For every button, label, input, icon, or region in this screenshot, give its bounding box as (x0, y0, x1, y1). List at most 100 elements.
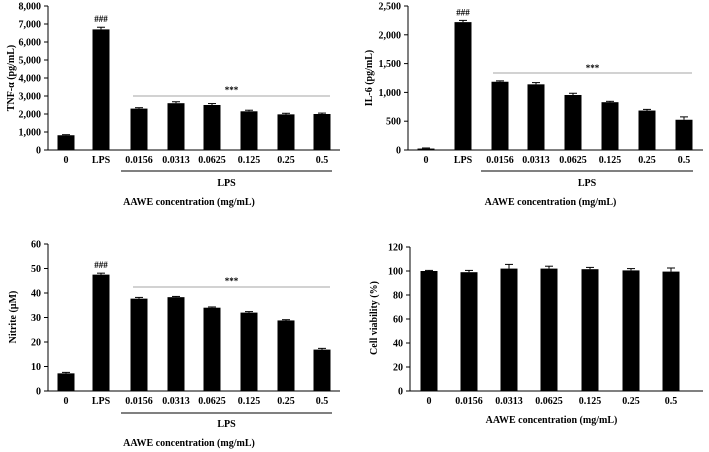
il6-bar (491, 81, 509, 150)
tnf-bar (57, 135, 75, 150)
nitrite-y-tick-label: 10 (31, 362, 41, 373)
il6-bar (564, 94, 582, 150)
tnf-bar (277, 114, 295, 150)
nitrite-y-tick-label: 40 (31, 289, 41, 300)
il6-y-tick-label: 500 (386, 117, 401, 128)
viability-bar (581, 269, 599, 391)
nitrite-x-tick-label: 0.0313 (162, 396, 190, 407)
nitrite-group-label: LPS (217, 419, 236, 430)
tnf-y-label: TNF-α (pg/mL) (6, 45, 17, 111)
il6-y-tick-label: 2,000 (379, 30, 402, 41)
il6-y-tick-label: 1,000 (379, 88, 402, 99)
nitrite-x-tick-label: 0.125 (238, 396, 261, 407)
viability-x-tick-label: 0.0313 (495, 396, 523, 407)
tnf-y-tick-label: 2,000 (19, 110, 42, 121)
tnf-x-tick-label: 0.0156 (125, 155, 153, 166)
nitrite-bar (130, 298, 148, 391)
il6-x-label: AAWE concentration (mg/mL) (485, 197, 617, 208)
il6-bars (417, 19, 693, 151)
tnf-x-tick-label: 0 (64, 155, 69, 166)
tnf-x-tick-label: LPS (92, 155, 111, 166)
nitrite-x-tick-label: 0 (64, 396, 69, 407)
nitrite-x-tick-label: 0.0156 (125, 396, 153, 407)
nitrite-x-tick-label: 0.25 (277, 396, 295, 407)
il6-x-tick-label: 0 (424, 155, 429, 166)
tnf-bar (313, 114, 331, 150)
nitrite-x-ticks: 0 LPS 0.0156 0.0313 0.0625 0.125 0.25 0.5 (64, 396, 329, 407)
nitrite-y-tick-label: 60 (31, 240, 41, 251)
nitrite-x-tick-label: LPS (92, 396, 111, 407)
il6-y-label: IL-6 (pg/mL) (364, 50, 375, 106)
tnf-bar (130, 108, 148, 150)
viability-y-label: Cell viability (%) (369, 281, 380, 355)
nitrite-bar (240, 312, 258, 391)
tnf-y-tick-label: 0 (36, 146, 41, 157)
il6-bar (675, 119, 693, 150)
nitrite-bar (92, 274, 110, 391)
il6-x-tick-label: 0.0156 (486, 155, 514, 166)
il6-y-tick-label: 0 (396, 146, 401, 157)
viability-y-tick-label: 80 (393, 291, 403, 302)
tnf-x-tick-label: 0.125 (238, 155, 261, 166)
tnf-hash-marker: ### (94, 14, 108, 24)
viability-panel: Cell viability (%) 0 20 40 60 80 100 120 0 0.01… (369, 243, 703, 426)
viability-x-tick-label: 0.125 (579, 396, 602, 407)
il6-x-tick-label: 0.125 (599, 155, 622, 166)
tnf-x-tick-label: 0.5 (316, 155, 329, 166)
nitrite-y-tick-label: 50 (31, 264, 41, 275)
viability-bar (622, 270, 640, 391)
tnf-bars (57, 26, 331, 150)
tnf-y-tick-label: 6,000 (19, 38, 42, 49)
nitrite-y-tick-label: 20 (31, 338, 41, 349)
tnf-y-tick-label: 3,000 (19, 92, 42, 103)
viability-bar (460, 272, 478, 391)
nitrite-bar (167, 297, 185, 391)
viability-x-label: AAWE concentration (mg/mL) (486, 415, 618, 426)
nitrite-x-tick-label: 0.0625 (198, 396, 226, 407)
nitrite-bar (313, 349, 331, 391)
tnf-x-tick-label: 0.25 (277, 155, 295, 166)
viability-x-tick-label: 0.25 (622, 396, 640, 407)
nitrite-x-label: AAWE concentration (mg/mL) (123, 438, 255, 449)
nitrite-y-tick-label: 30 (31, 313, 41, 324)
viability-bars (420, 263, 680, 391)
il6-star-marker: *** (586, 63, 600, 73)
il6-bar (417, 148, 435, 150)
il6-y-tick-label: 2,500 (379, 2, 402, 13)
il6-x-ticks: 0 LPS 0.0156 0.0313 0.0625 0.125 0.25 0.5 (424, 155, 691, 166)
nitrite-bar (203, 307, 221, 391)
nitrite-star-marker: *** (225, 276, 239, 286)
tnf-x-label: AAWE concentration (mg/mL) (123, 197, 255, 208)
viability-y-tick-label: 100 (388, 267, 403, 278)
tnf-y-tick-label: 8,000 (19, 2, 42, 13)
tnf-star-marker: *** (225, 85, 239, 95)
nitrite-y-tick-label: 0 (36, 387, 41, 398)
nitrite-hash-marker: ### (94, 260, 108, 270)
viability-x-tick-label: 0 (427, 396, 432, 407)
viability-x-tick-label: 0.0156 (455, 396, 483, 407)
viability-bar (420, 271, 438, 391)
il6-y-tick-label: 1,500 (379, 59, 402, 70)
il6-bar (638, 110, 656, 150)
il6-x-tick-label: LPS (454, 155, 473, 166)
tnf-bar (167, 103, 185, 150)
tnf-group-label: LPS (217, 178, 236, 189)
viability-bar (500, 268, 518, 391)
viability-bar (540, 268, 558, 391)
tnf-y-tick-label: 4,000 (19, 74, 42, 85)
tnf-bar (240, 111, 258, 150)
tnf-x-ticks: 0 LPS 0.0156 0.0313 0.0625 0.125 0.25 0.5 (64, 155, 329, 166)
viability-x-ticks: 0 0.0156 0.0313 0.0625 0.125 0.25 0.5 (427, 396, 678, 407)
tnf-bar (203, 105, 221, 150)
nitrite-x-tick-label: 0.5 (316, 396, 329, 407)
tnf-y-tick-label: 7,000 (19, 20, 42, 31)
viability-y-tick-label: 120 (388, 243, 403, 254)
nitrite-panel: Nitrite (µM) 0 10 20 30 40 50 60 0 LPS 0.0156 0.0… (8, 240, 340, 449)
nitrite-bars (57, 272, 331, 391)
tnf-x-tick-label: 0.0625 (198, 155, 226, 166)
tnf-x-tick-label: 0.0313 (162, 155, 190, 166)
viability-y-tick-label: 40 (393, 339, 403, 350)
il6-group-label: LPS (578, 178, 597, 189)
viability-x-tick-label: 0.5 (665, 396, 678, 407)
